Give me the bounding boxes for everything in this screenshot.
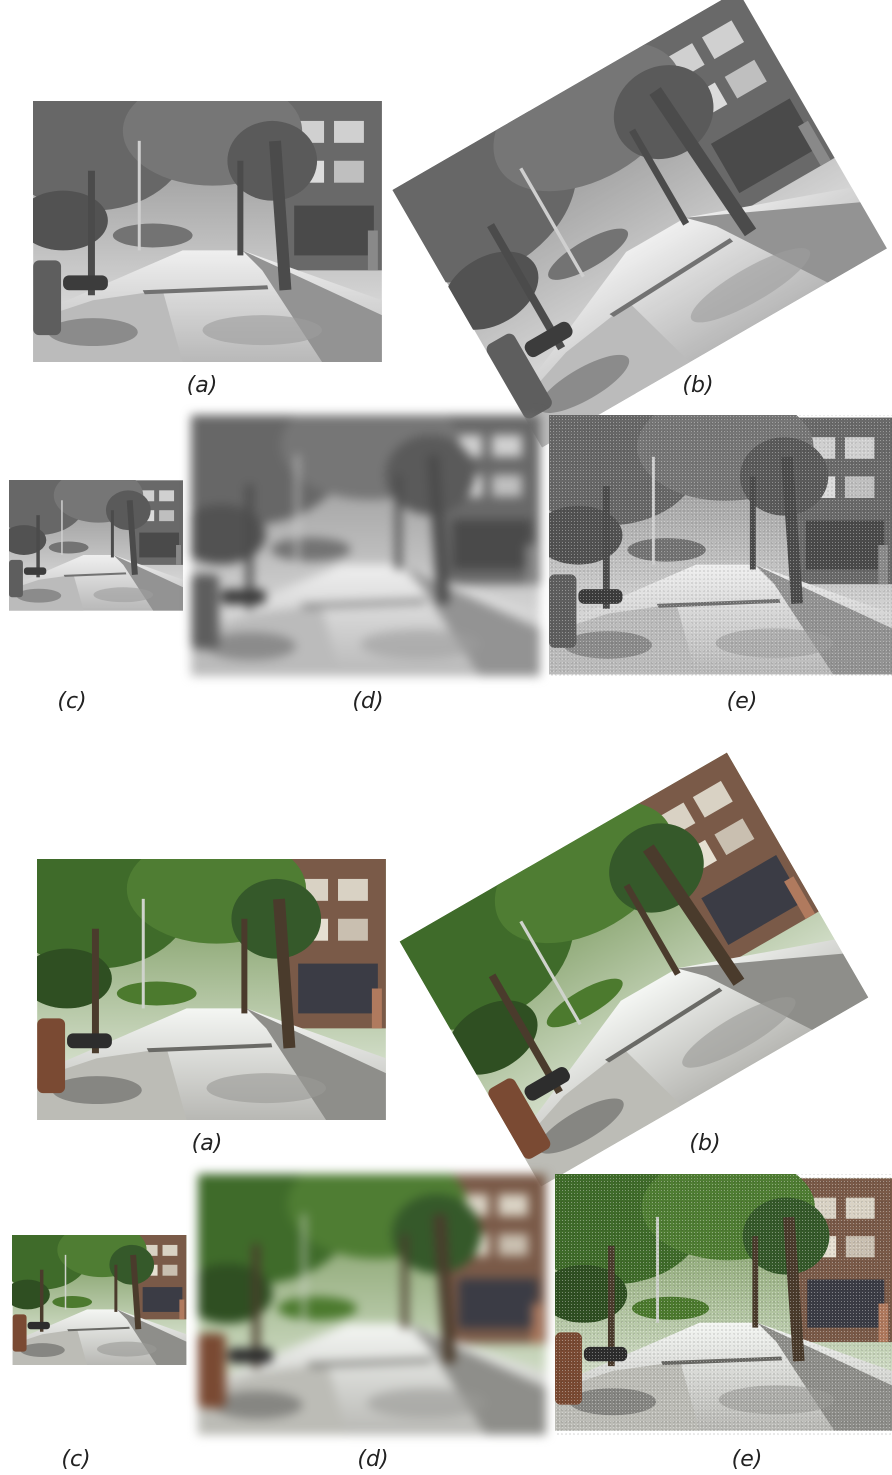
thermal-scene-c [9, 480, 183, 611]
thermal-image-b [392, 0, 887, 448]
thermal-caption-d: (d) [352, 689, 384, 714]
color-scene-b [400, 752, 869, 1186]
thermal-image-d [191, 415, 540, 676]
color-scene-a [37, 859, 386, 1120]
color-image-a [37, 859, 386, 1120]
thermal-caption-a: (a) [186, 373, 218, 398]
color-image-c [12, 1235, 187, 1365]
thermal-scene-d [191, 415, 540, 676]
thermal-scene-e [549, 415, 892, 677]
color-image-e [555, 1174, 892, 1435]
color-scene-e [555, 1174, 892, 1435]
thermal-caption-e: (e) [726, 689, 758, 714]
color-scene-c [12, 1235, 187, 1365]
thermal-caption-b: (b) [682, 373, 714, 398]
thermal-caption-c: (c) [57, 689, 87, 714]
thermal-scene-b [392, 0, 887, 448]
thermal-scene-a [33, 101, 382, 362]
color-caption-a: (a) [191, 1131, 223, 1156]
color-caption-d: (d) [357, 1447, 389, 1472]
color-caption-b: (b) [689, 1131, 721, 1156]
thermal-image-c [9, 480, 183, 611]
color-caption-c: (c) [61, 1447, 91, 1472]
color-scene-d [198, 1174, 546, 1435]
color-image-b [400, 752, 869, 1186]
color-image-d [198, 1174, 546, 1435]
thermal-image-a [33, 101, 382, 362]
color-caption-e: (e) [731, 1447, 763, 1472]
thermal-image-e [549, 415, 892, 677]
